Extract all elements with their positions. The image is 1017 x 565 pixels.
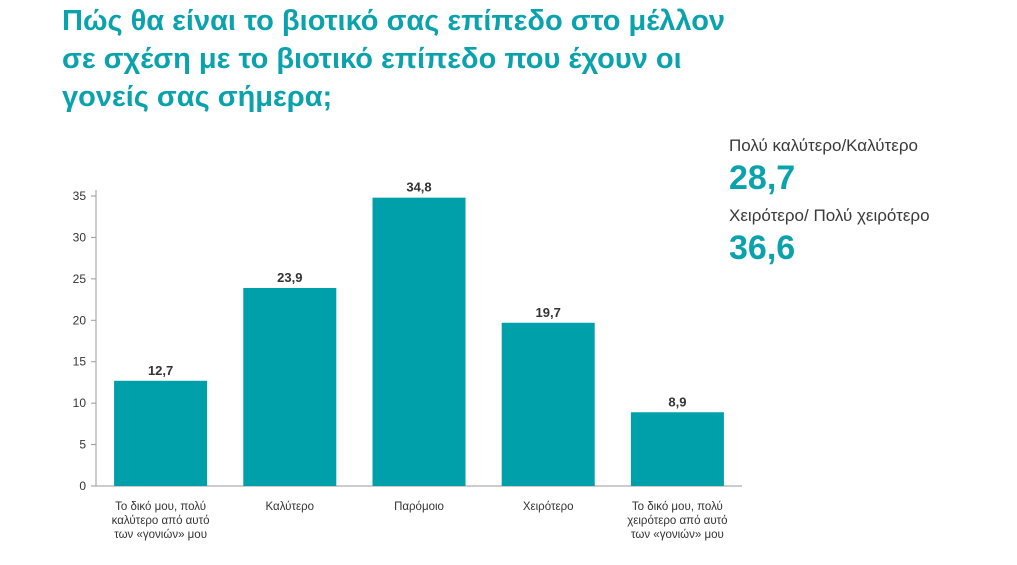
summary-panel: Πολύ καλύτερο/Καλύτερο 28,7 Χειρότερο/ Π… bbox=[729, 134, 1009, 268]
bar-value-label: 19,7 bbox=[536, 305, 561, 320]
bar-value-label: 12,7 bbox=[148, 363, 173, 378]
y-tick-label: 20 bbox=[73, 313, 87, 327]
y-tick-label: 10 bbox=[73, 396, 87, 410]
summary-better-label: Πολύ καλύτερο/Καλύτερο bbox=[729, 136, 918, 155]
summary-worse-label: Χειρότερο/ Πολύ χειρότερο bbox=[729, 206, 930, 225]
bar-value-label: 8,9 bbox=[668, 394, 686, 409]
bar bbox=[243, 287, 337, 486]
x-tick-label: Παρόμοιο bbox=[394, 501, 444, 513]
chart-title: Πώς θα είναι το βιοτικό σας επίπεδο στο … bbox=[62, 5, 726, 113]
summary-better-value: 28,7 bbox=[729, 159, 796, 197]
x-tick-label: Το δικό μου, πολύ χειρότερο από αυτό των «… bbox=[627, 501, 728, 541]
bar bbox=[114, 380, 208, 486]
x-tick-label: Χειρότερο bbox=[522, 501, 574, 513]
bar-value-label: 34,8 bbox=[406, 180, 431, 195]
y-tick-label: 35 bbox=[73, 189, 87, 203]
summary-worse-value: 36,6 bbox=[729, 229, 796, 267]
y-tick-label: 5 bbox=[79, 438, 86, 452]
bar-value-label: 23,9 bbox=[277, 270, 302, 285]
y-tick-label: 0 bbox=[79, 479, 86, 493]
bar bbox=[501, 322, 595, 486]
bar bbox=[630, 412, 724, 486]
y-tick-label: 30 bbox=[73, 230, 87, 244]
y-tick-label: 25 bbox=[73, 272, 87, 286]
y-tick-label: 15 bbox=[73, 355, 87, 369]
bar bbox=[372, 197, 466, 486]
x-tick-label: Το δικό μου, πολύ καλύτερο από αυτό των «γ… bbox=[111, 501, 210, 541]
x-tick-label: Καλύτερο bbox=[265, 501, 315, 513]
